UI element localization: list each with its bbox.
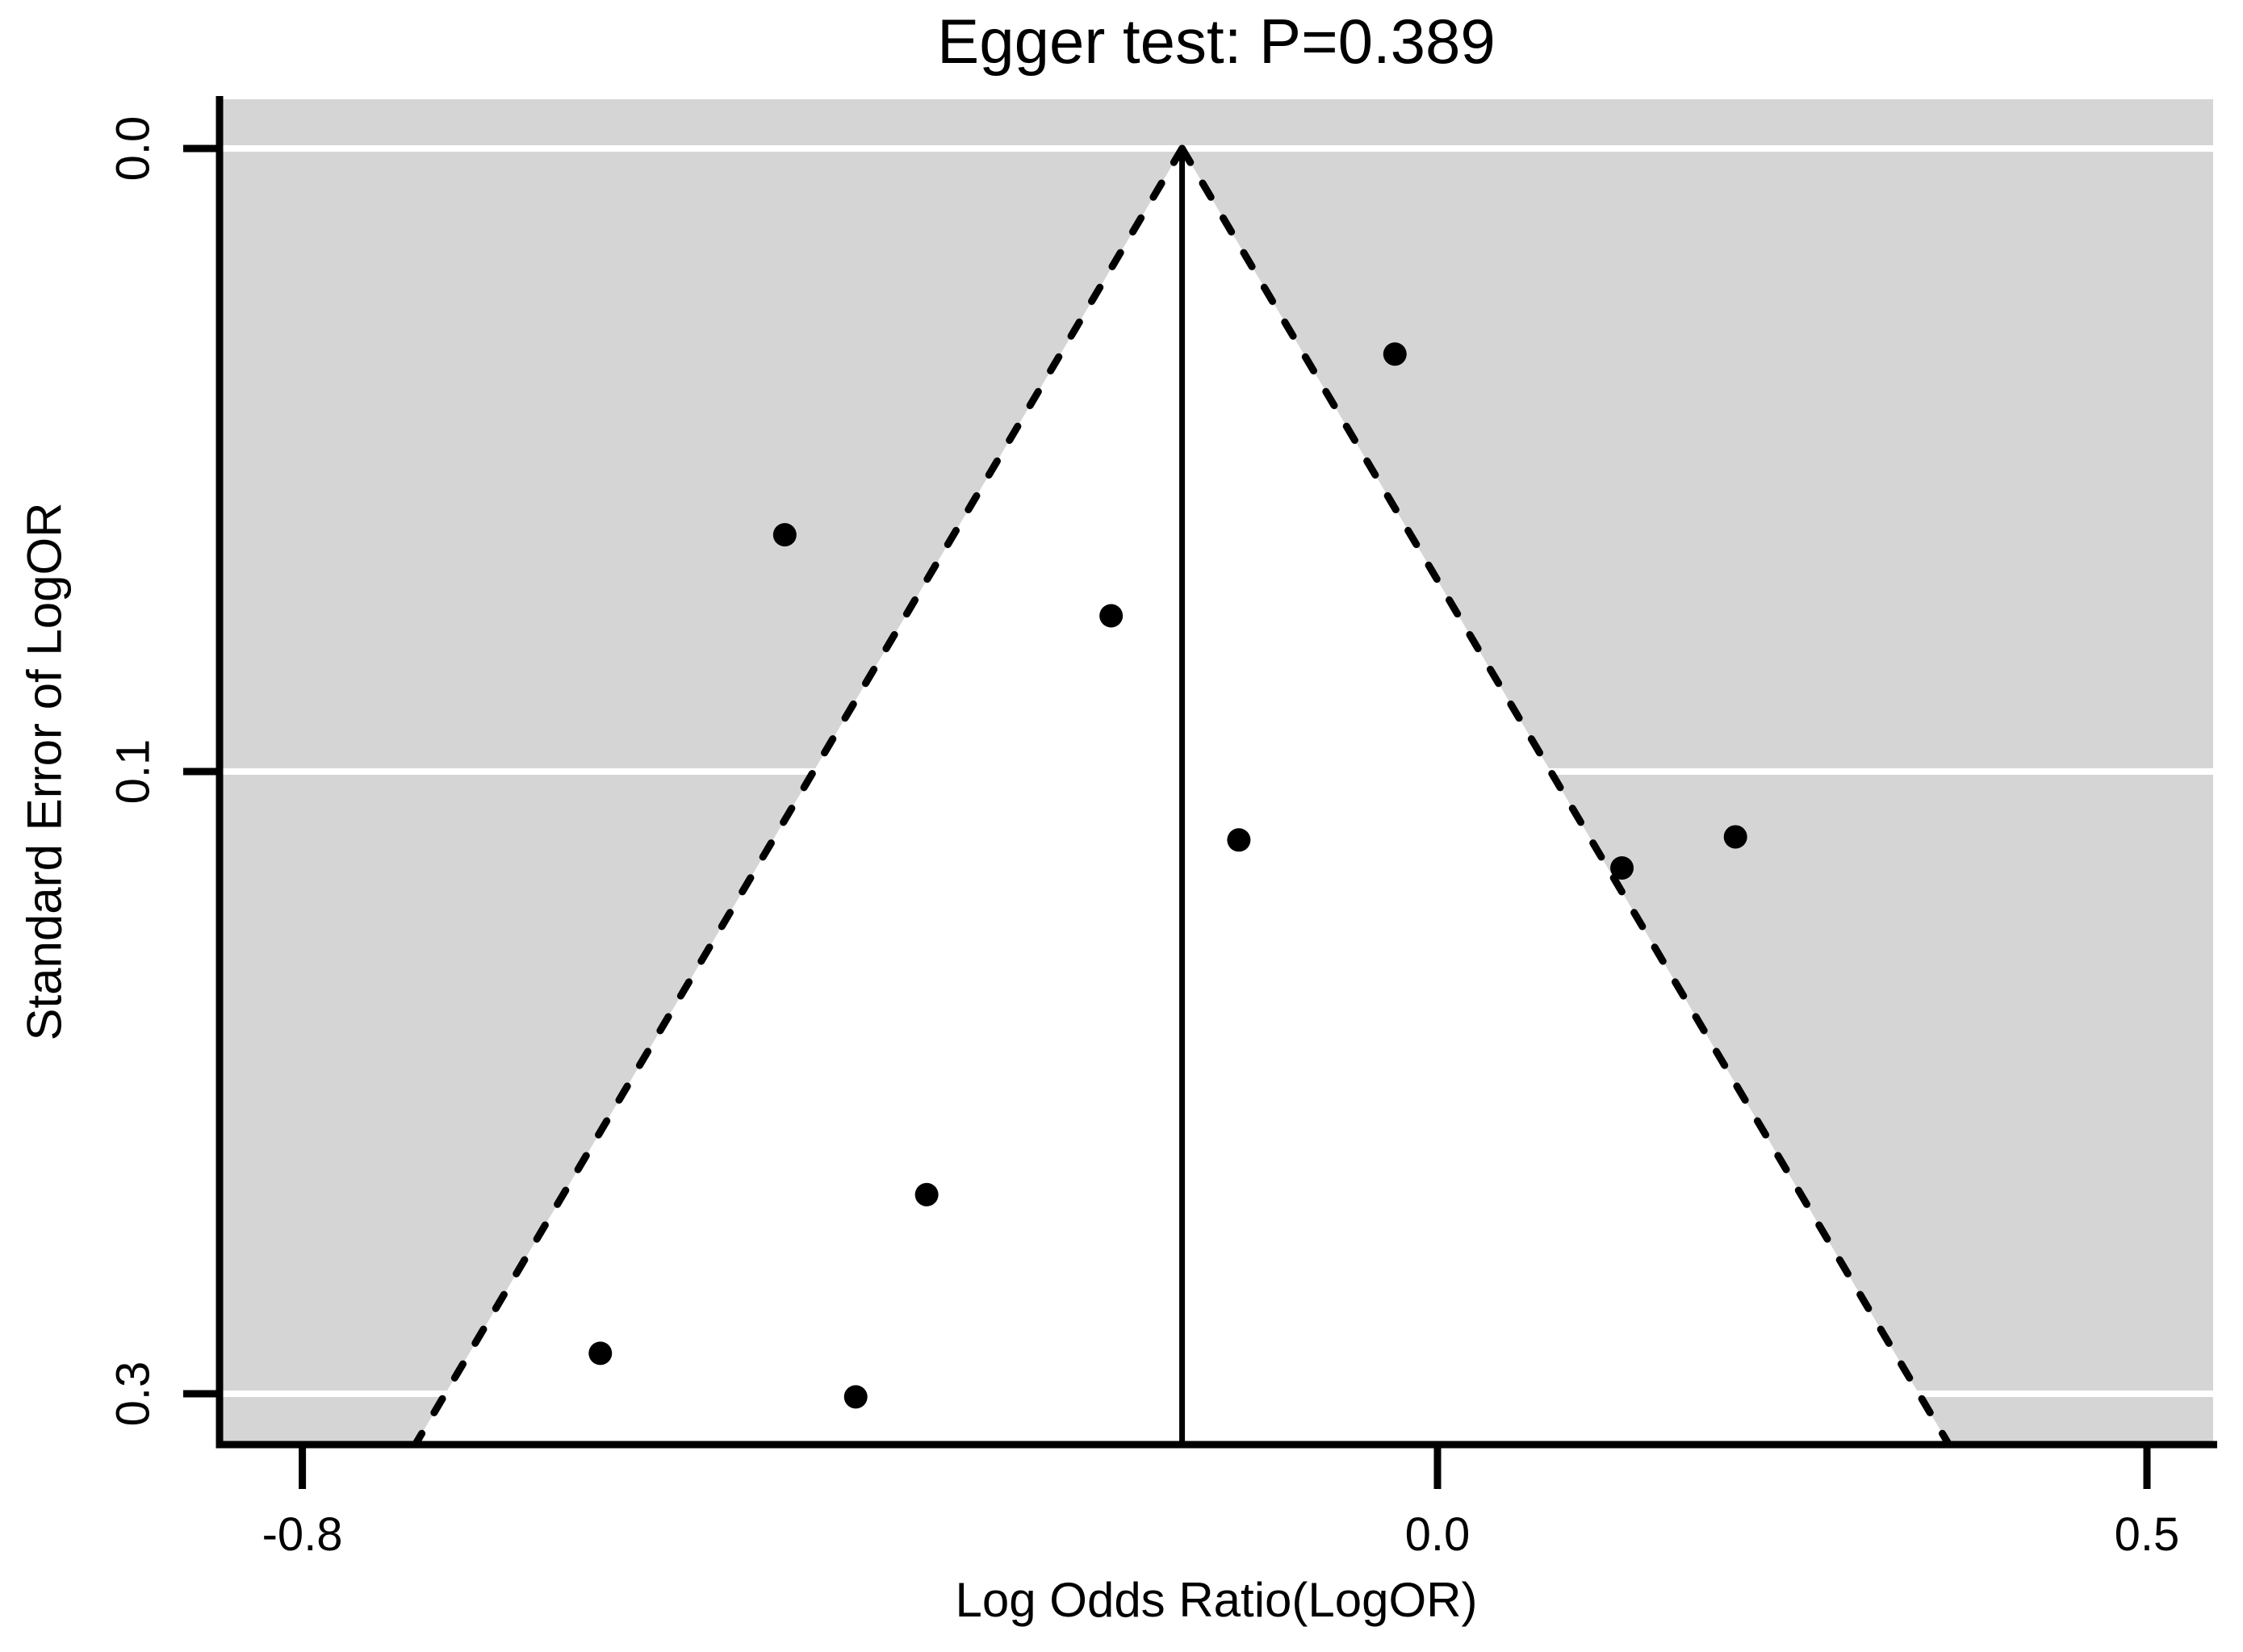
study-point (1227, 828, 1251, 852)
chart-title: Egger test: P=0.389 (937, 6, 1496, 77)
data-points (588, 342, 1747, 1409)
y-tick-label: 0.0 (107, 115, 160, 182)
funnel-left-dotted-line (412, 144, 1186, 1448)
study-point (1383, 342, 1407, 366)
x-axis-title: Log Odds Ratio(LogOR) (955, 1573, 1478, 1627)
funnel-right-dotted-line (1178, 144, 1952, 1448)
tick-marks (183, 144, 2151, 1489)
y-axis-title: Standard Error of LogOR (17, 502, 72, 1041)
study-point (914, 1182, 939, 1207)
study-point (588, 1341, 613, 1366)
y-tick-label: 0.1 (107, 738, 160, 805)
funnel-boundary-dotted-lines (412, 144, 1952, 1448)
y-tick-label: 0.3 (107, 1361, 160, 1427)
study-point (1099, 604, 1124, 628)
x-tick-label: -0.8 (262, 1508, 343, 1561)
x-tick-label: 0.0 (1404, 1508, 1471, 1561)
x-tick-label: 0.5 (2114, 1508, 2180, 1561)
study-point (843, 1385, 868, 1409)
study-point (772, 523, 797, 547)
study-point (1610, 856, 1634, 880)
study-point (1723, 825, 1747, 849)
